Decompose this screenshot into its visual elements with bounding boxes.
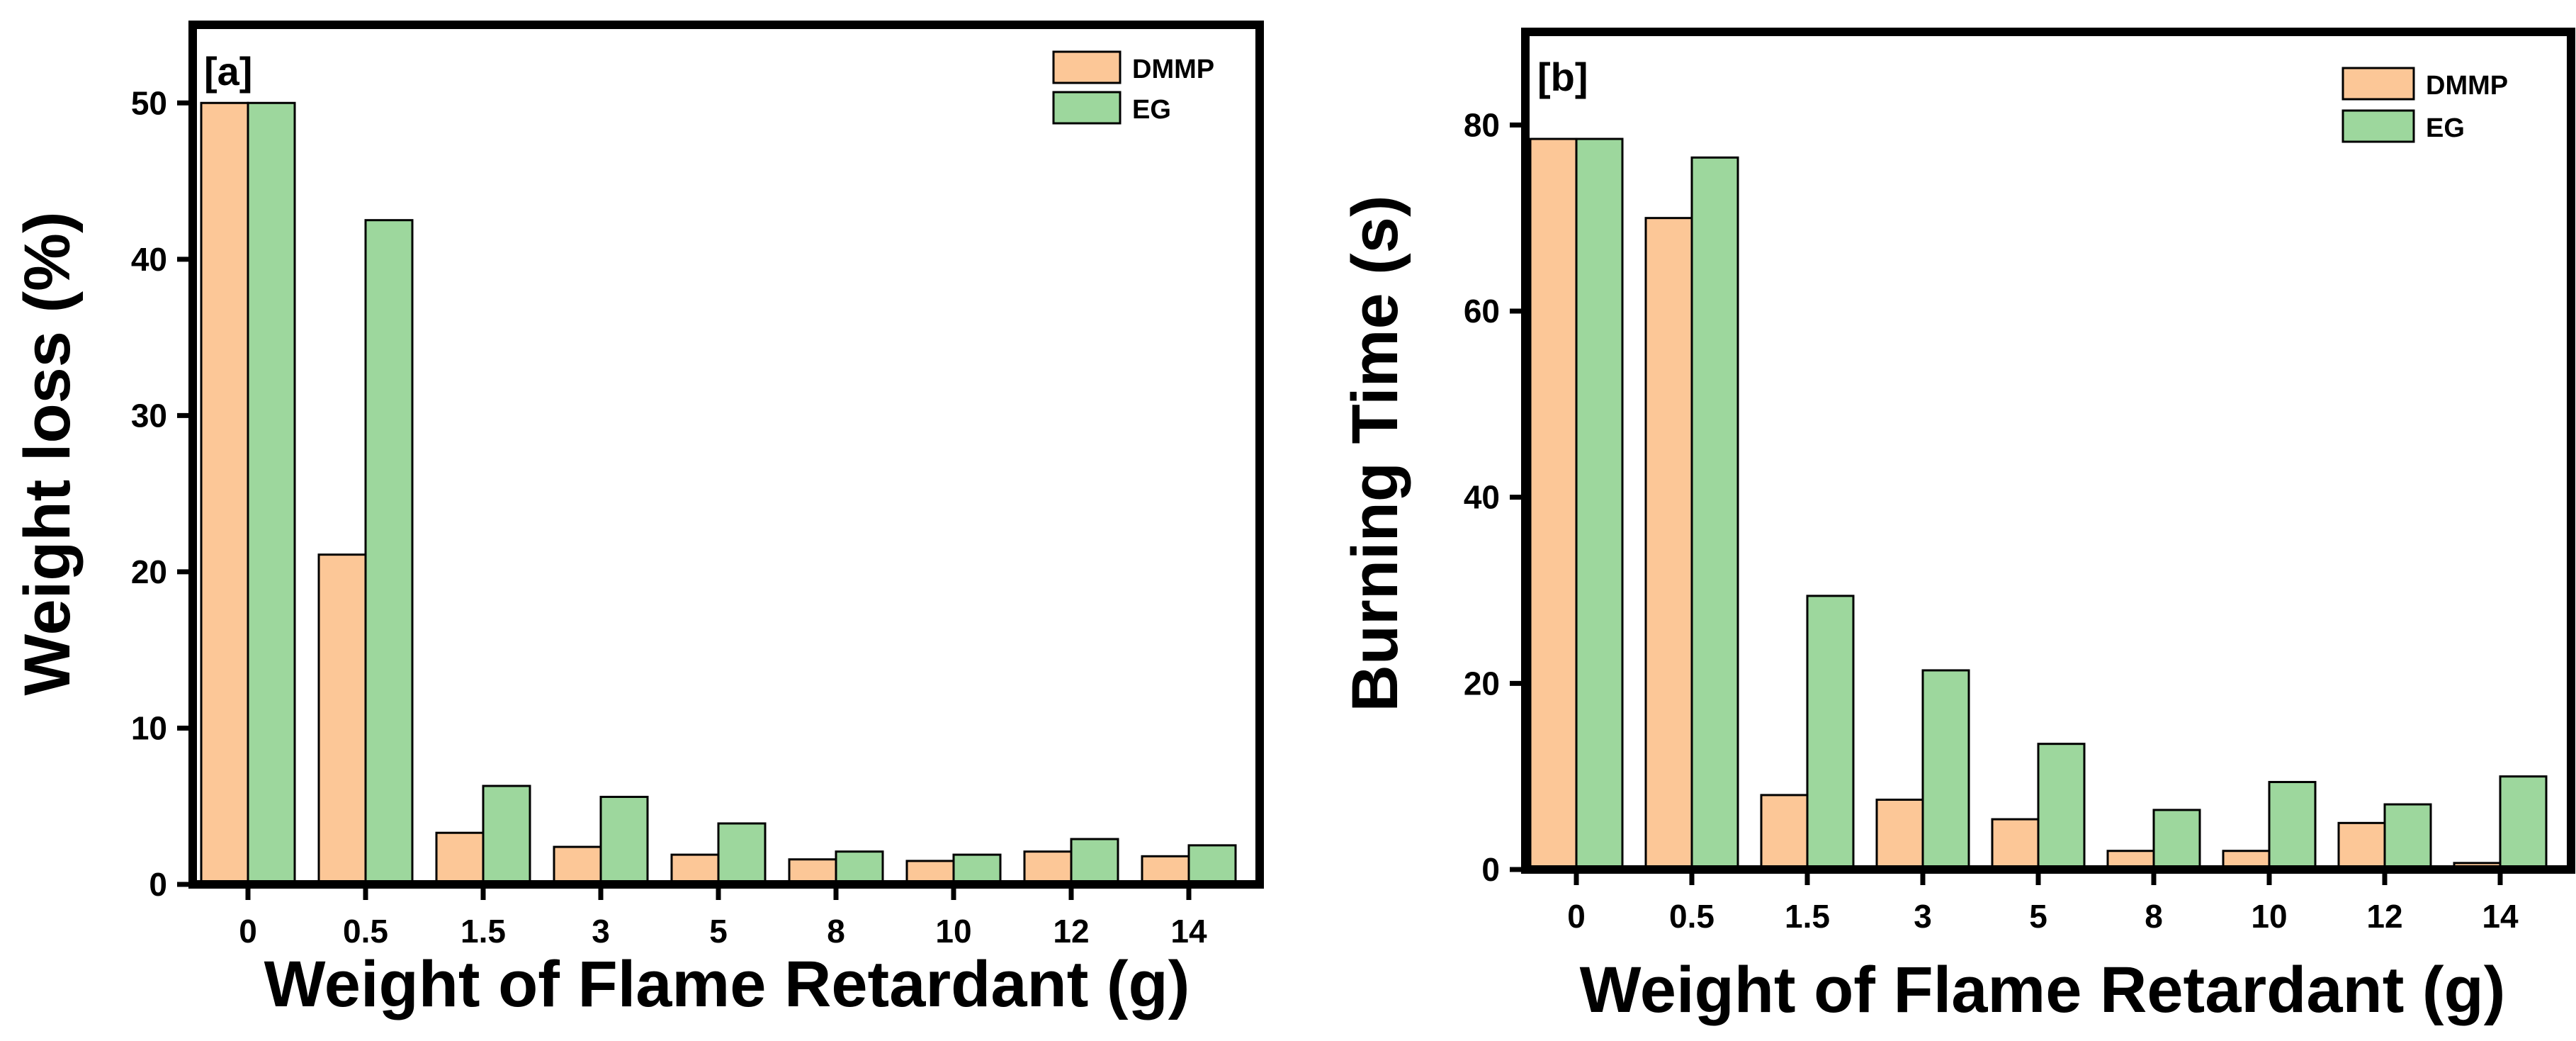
bar-dmmp-0.5-a <box>317 553 367 886</box>
bar-dmmp-0-b <box>1529 137 1578 871</box>
bar-eg-12-b <box>2383 803 2432 871</box>
ticks-b: 0 0.5 1.5 3 5 8 10 12 14 0 20 40 60 80 <box>1464 106 2519 935</box>
bar-eg-0.5-b <box>1690 156 1739 871</box>
x-tick-label-5-b: 5 <box>2029 898 2047 935</box>
legend-label-dmmp-b: DMMP <box>2426 71 2508 101</box>
plot-frame-b <box>1521 28 2575 874</box>
y-tick-label-60-b: 60 <box>1464 293 1500 330</box>
x-tick-label-1.5-b: 1.5 <box>1785 898 1830 935</box>
y-tick-label-40-a: 40 <box>131 241 167 278</box>
bar-dmmp-1.5-b <box>1760 794 1809 871</box>
bar-dmmp-3-b <box>1875 799 1924 871</box>
bar-eg-8-a <box>835 850 884 886</box>
panel-label-a: [a] <box>204 49 252 94</box>
x-tick-label-12-a: 12 <box>1053 913 1089 950</box>
x-tick-label-1.5-a: 1.5 <box>461 913 506 950</box>
x-tick-label-10-a: 10 <box>935 913 971 950</box>
x-tick-label-8-a: 8 <box>827 913 845 950</box>
legend-swatch-eg-a <box>1052 91 1122 125</box>
y-axis-title-a: Weight loss (%) <box>11 211 84 695</box>
bar-dmmp-5-b <box>1991 818 2040 871</box>
x-tick-label-0.5-b: 0.5 <box>1669 898 1714 935</box>
chart-panel-b: [b] Burning Time (s) Weight of Flame Ret… <box>1339 28 2575 1026</box>
y-tick-label-20-a: 20 <box>131 553 167 590</box>
bar-eg-0-b <box>1575 137 1624 871</box>
bar-dmmp-3-a <box>553 845 602 886</box>
legend-swatch-dmmp-a <box>1052 50 1122 84</box>
bars-b <box>1529 137 2548 871</box>
x-tick-label-0-b: 0 <box>1567 898 1586 935</box>
bars-a <box>200 101 1237 886</box>
x-tick-label-0.5-a: 0.5 <box>343 913 388 950</box>
x-tick-label-12-b: 12 <box>2366 898 2402 935</box>
y-tick-label-50-a: 50 <box>131 84 167 121</box>
bar-eg-14-b <box>2499 775 2548 871</box>
bar-eg-1.5-a <box>482 784 531 886</box>
y-tick-label-10-a: 10 <box>131 709 167 746</box>
legend-label-dmmp-a: DMMP <box>1132 55 1214 84</box>
x-tick-label-14-b: 14 <box>2482 898 2519 935</box>
bar-eg-5-a <box>717 822 767 886</box>
y-axis-title-b: Burning Time (s) <box>1339 195 1411 711</box>
chart-panel-a: [a] Weight loss (%) Weight of Flame Reta… <box>11 21 1264 1020</box>
panel-label-b: [b] <box>1537 55 1588 99</box>
bar-eg-10-b <box>2268 781 2317 871</box>
x-tick-label-5-a: 5 <box>709 913 728 950</box>
ticks-a: 0 0.5 1.5 3 5 8 10 12 14 0 10 20 30 40 50 <box>131 84 1207 950</box>
legend-b: DMMP EG <box>2341 67 2508 143</box>
bar-eg-12-a <box>1070 838 1119 886</box>
bar-dmmp-12-a <box>1023 850 1073 886</box>
bar-dmmp-12-b <box>2337 821 2386 871</box>
bar-dmmp-0-a <box>200 101 249 886</box>
x-tick-label-14-a: 14 <box>1170 913 1207 950</box>
bar-eg-8-b <box>2152 809 2201 871</box>
legend-swatch-eg-b <box>2341 109 2415 143</box>
x-tick-label-0-a: 0 <box>239 913 257 950</box>
x-tick-label-10-b: 10 <box>2251 898 2287 935</box>
y-tick-label-80-b: 80 <box>1464 106 1500 143</box>
bar-eg-5-b <box>2037 743 2086 871</box>
x-tick-label-8-b: 8 <box>2145 898 2163 935</box>
legend-a: DMMP EG <box>1052 50 1214 125</box>
y-tick-label-40-b: 40 <box>1464 479 1500 516</box>
legend-label-eg-a: EG <box>1132 95 1171 125</box>
x-axis-title-a: Weight of Flame Retardant (g) <box>264 948 1190 1020</box>
legend-swatch-dmmp-b <box>2341 67 2415 101</box>
plot-frame-a <box>188 21 1264 889</box>
bar-eg-0-a <box>247 101 296 886</box>
bar-eg-10-a <box>952 853 1002 886</box>
x-axis-title-b: Weight of Flame Retardant (g) <box>1580 954 2506 1026</box>
bar-dmmp-5-a <box>670 853 720 886</box>
bar-eg-3-a <box>599 795 649 886</box>
y-tick-label-30-a: 30 <box>131 397 167 434</box>
y-tick-label-0-b: 0 <box>1481 851 1500 888</box>
bar-dmmp-0.5-b <box>1644 217 1693 871</box>
bar-eg-0.5-a <box>364 219 414 886</box>
x-tick-label-3-b: 3 <box>1914 898 1932 935</box>
y-tick-label-20-b: 20 <box>1464 665 1500 702</box>
y-tick-label-0-a: 0 <box>149 866 167 903</box>
bar-eg-1.5-b <box>1806 595 1855 871</box>
x-tick-label-3-a: 3 <box>592 913 610 950</box>
legend-label-eg-b: EG <box>2426 113 2465 143</box>
bar-eg-3-b <box>1921 669 1970 871</box>
bar-eg-14-a <box>1187 844 1237 886</box>
bar-dmmp-1.5-a <box>435 831 485 886</box>
